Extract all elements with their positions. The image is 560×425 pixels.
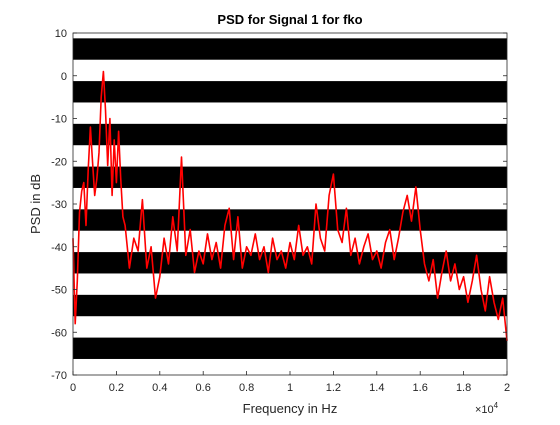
background-band (73, 209, 507, 230)
background-band (73, 124, 507, 145)
y-tick-label: -20 (51, 156, 67, 168)
x-tick-label: 1.4 (369, 382, 384, 394)
x-scale-exponent-power: 4 (494, 401, 499, 410)
y-tick-label: -30 (51, 199, 67, 211)
plot-area (73, 33, 507, 375)
chart-title: PSD for Signal 1 for fko (217, 12, 362, 27)
x-tick-label: 0.4 (152, 382, 167, 394)
y-tick-label: 0 (61, 71, 67, 83)
y-tick-label: -70 (51, 370, 67, 382)
background-band (73, 38, 507, 59)
y-tick-label: -10 (51, 114, 67, 126)
background-band (73, 338, 507, 359)
x-scale-exponent-base: ×10 (475, 404, 494, 416)
x-tick-label: 0.2 (109, 382, 124, 394)
x-tick-label: 1 (287, 382, 293, 394)
y-tick-label: -40 (51, 242, 67, 254)
x-tick-label: 1.6 (413, 382, 428, 394)
x-tick-label: 2 (504, 382, 510, 394)
y-axis-label: PSD in dB (28, 174, 43, 234)
x-axis-label: Frequency in Hz (243, 401, 338, 416)
background-band (73, 295, 507, 316)
x-tick-label: 0 (70, 382, 76, 394)
x-tick-label: 1.8 (456, 382, 471, 394)
x-tick-label: 1.2 (326, 382, 341, 394)
y-tick-label: 10 (55, 28, 67, 40)
x-tick-label: 0.6 (196, 382, 211, 394)
y-tick-label: -60 (51, 327, 67, 339)
y-tick-label: -50 (51, 285, 67, 297)
x-tick-label: 0.8 (239, 382, 254, 394)
background-band (73, 81, 507, 102)
background-band (73, 167, 507, 188)
